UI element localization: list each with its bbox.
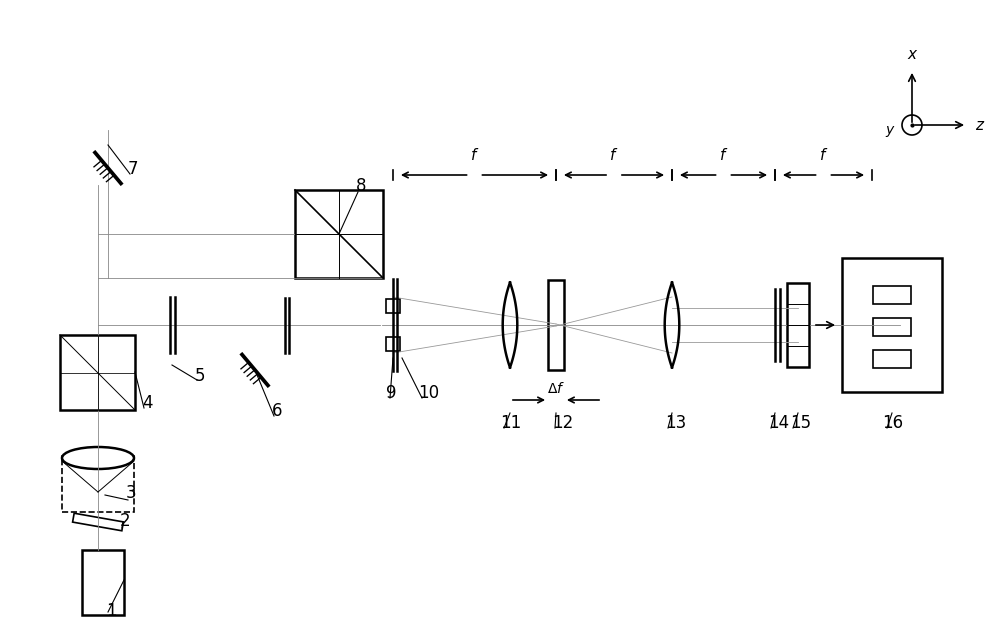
- Text: 5: 5: [195, 367, 206, 385]
- Bar: [62, 456, 134, 512]
- Ellipse shape: [91, 490, 105, 500]
- Text: 7: 7: [128, 160, 138, 178]
- Bar: [873, 318, 911, 336]
- Bar: [548, 302, 564, 314]
- Text: 4: 4: [142, 394, 152, 412]
- Text: 13: 13: [665, 414, 686, 432]
- Text: 9: 9: [386, 384, 396, 402]
- Bar: [386, 299, 400, 313]
- Text: $f$: $f$: [470, 147, 479, 163]
- Text: $f$: $f$: [719, 147, 728, 163]
- Bar: [548, 280, 564, 291]
- Text: 8: 8: [356, 177, 366, 195]
- Text: 10: 10: [418, 384, 439, 402]
- Text: 11: 11: [500, 414, 521, 432]
- Bar: [548, 358, 564, 370]
- Text: z: z: [975, 118, 983, 132]
- Bar: [548, 336, 564, 348]
- Text: $\Delta f$: $\Delta f$: [547, 381, 565, 396]
- Bar: [295, 190, 383, 278]
- Bar: [82, 550, 124, 615]
- Text: 12: 12: [552, 414, 573, 432]
- Circle shape: [902, 115, 922, 135]
- Bar: [386, 337, 400, 351]
- Text: 6: 6: [272, 402, 283, 420]
- Text: 16: 16: [882, 414, 903, 432]
- Text: $f$: $f$: [609, 147, 619, 163]
- Text: y: y: [886, 123, 894, 137]
- Text: 3: 3: [126, 484, 137, 502]
- Text: 1: 1: [106, 602, 117, 620]
- Bar: [873, 286, 911, 304]
- Text: 15: 15: [790, 414, 811, 432]
- Ellipse shape: [62, 447, 134, 469]
- Text: 14: 14: [768, 414, 789, 432]
- Bar: [548, 280, 564, 370]
- Text: x: x: [907, 47, 916, 62]
- Polygon shape: [73, 513, 123, 530]
- Bar: [842, 258, 942, 392]
- Bar: [873, 350, 911, 368]
- Bar: [548, 291, 564, 302]
- Bar: [548, 348, 564, 358]
- Bar: [548, 314, 564, 325]
- Text: 2: 2: [120, 512, 131, 530]
- Bar: [548, 325, 564, 336]
- Text: $f$: $f$: [819, 147, 828, 163]
- Bar: [787, 283, 809, 367]
- Bar: [60, 335, 135, 410]
